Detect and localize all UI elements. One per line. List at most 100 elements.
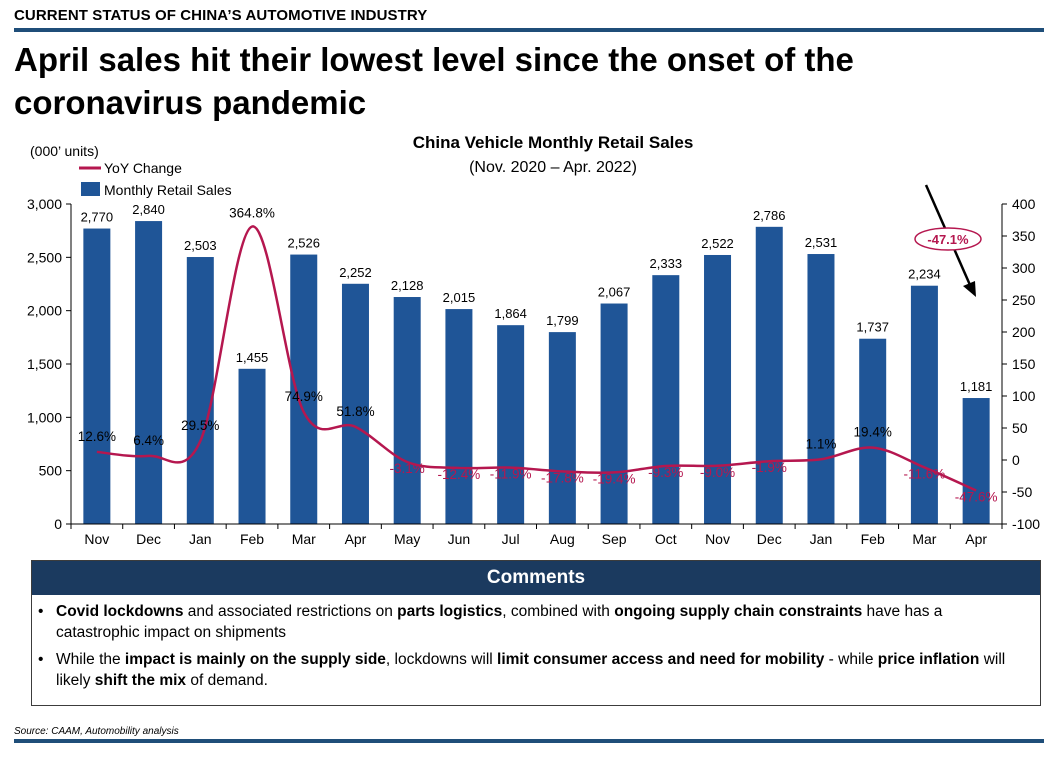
yoy-value-label: -11.6% [904,466,946,481]
bar [497,325,525,524]
comment-bullet: • While the impact is mainly on the suppl… [32,649,1040,691]
footer-rule [14,739,1044,743]
x-tick-label: Apr [965,531,987,547]
chart-title: China Vehicle Monthly Retail Sales [413,133,694,152]
comment-text: of demand. [186,672,268,689]
x-tick-label: Nov [84,531,109,547]
x-tick-label: Jan [810,531,833,547]
y-right-tick-label: 0 [1012,452,1020,468]
yoy-value-label: 51.8% [336,404,374,419]
yoy-value-label: -11.9% [490,467,532,482]
comments-box: Comments • Covid lockdowns and associated… [31,560,1041,706]
x-tick-label: Dec [757,531,782,547]
x-tick-label: Jan [189,531,212,547]
y-left-tick-label: 2,000 [27,303,62,319]
legend-bar-swatch [81,182,100,196]
yoy-value-label: 12.6% [78,429,116,444]
comment-text: will likely [56,651,1006,689]
comment-bold-text: limit consumer access and need for mobil… [497,651,825,668]
x-tick-label: Feb [861,531,885,547]
bar-value-label: 2,503 [184,238,217,253]
comment-text: , combined with [502,603,615,620]
y-left-tick-label: 500 [39,463,63,479]
bar-value-label: 2,840 [132,202,165,217]
section-header: CURRENT STATUS OF CHINA’S AUTOMOTIVE IND… [14,7,428,24]
bar [807,254,835,524]
yoy-value-label: -9.3% [648,465,683,480]
bar-value-label: 1,181 [960,379,993,394]
yoy-value-label: -12.4% [438,467,481,482]
y-right-tick-label: 400 [1012,196,1036,212]
x-tick-label: Jul [502,531,520,547]
source-note: Source: CAAM, Automobility analysis [14,726,179,737]
yoy-value-label: -19.4% [593,471,636,486]
x-tick-label: Aug [550,531,575,547]
yoy-value-label: 19.4% [854,425,892,440]
comment-text: and associated restrictions on [183,603,398,620]
bar [652,275,680,524]
bar [238,368,266,524]
y-left-tick-label: 1,000 [27,409,62,425]
bar-value-label: 2,234 [908,267,941,282]
yoy-value-label: 6.4% [133,433,164,448]
x-tick-label: Mar [912,531,936,547]
bar-value-label: 2,526 [287,236,320,251]
y-right-tick-label: 300 [1012,260,1036,276]
yoy-line-series: 12.6% 6.4% 29.5% 364.8% 74.9% 51.8% -3.1% -12.4… [78,206,998,505]
x-tick-label: Jun [448,531,471,547]
axes: Nov Dec Jan Feb Mar Apr May Jun Jul Aug Sep Oct Nov D… [27,196,1040,547]
bar [341,283,369,524]
bar [83,228,111,525]
comment-bold-text: ongoing supply chain constraints [614,603,863,620]
x-tick-label: Apr [345,531,367,547]
bar [393,297,421,524]
callout-text: -47.1% [927,232,969,247]
comments-title: Comments [32,561,1040,595]
bar-value-label: 2,015 [443,290,476,305]
sales-chart: China Vehicle Monthly Retail Sales (Nov.… [27,133,1040,547]
comment-text: While the [56,651,125,668]
bar-value-label: 2,333 [650,256,683,271]
y-axis-unit-label: (000’ units) [30,143,99,159]
comment-bullet: • Covid lockdowns and associated restrict… [32,601,1040,643]
bullet-dot-icon: • [38,603,44,620]
y-left-tick-label: 3,000 [27,196,62,212]
bar [859,338,887,524]
header-rule [14,28,1044,32]
bar [704,254,732,524]
x-tick-label: Dec [136,531,161,547]
comment-bold-text: price inflation [877,651,980,668]
bar [548,332,576,524]
legend: YoY Change Monthly Retail Sales [79,160,232,198]
bar-value-label: 2,067 [598,285,631,300]
bar-value-label: 1,799 [546,313,579,328]
bar [445,309,473,524]
bar-value-label: 2,786 [753,208,786,223]
y-right-tick-label: 250 [1012,292,1036,308]
bar [135,221,163,525]
bar-value-label: 2,531 [805,235,838,250]
y-left-tick-label: 0 [54,516,62,532]
bar-value-label: 2,522 [701,236,734,251]
bar-value-label: 2,128 [391,278,424,293]
y-right-tick-label: 200 [1012,324,1036,340]
bar [186,257,214,524]
yoy-value-label: 1.1% [806,436,837,451]
comment-text: - while [824,651,878,668]
legend-label-sales: Monthly Retail Sales [104,182,232,198]
bar-value-label: 1,737 [856,320,889,335]
comment-bold-text: parts logistics [397,603,503,620]
yoy-value-label: 29.5% [181,418,219,433]
callout: -47.1% [914,184,982,297]
bar-value-label: 1,864 [494,306,527,321]
yoy-value-label: 74.9% [285,389,323,404]
x-tick-label: Mar [292,531,316,547]
y-right-tick-label: -100 [1012,516,1040,532]
callout-ellipse [914,227,982,251]
yoy-value-label: -17.8% [541,470,584,485]
y-right-tick-label: 350 [1012,228,1036,244]
bar-series: 2,770 2,840 2,503 1,455 2,526 2,252 2,128 2,015… [81,202,993,525]
yoy-value-label: 364.8% [229,206,275,221]
x-tick-label: Feb [240,531,264,547]
x-tick-label: Oct [655,531,677,547]
